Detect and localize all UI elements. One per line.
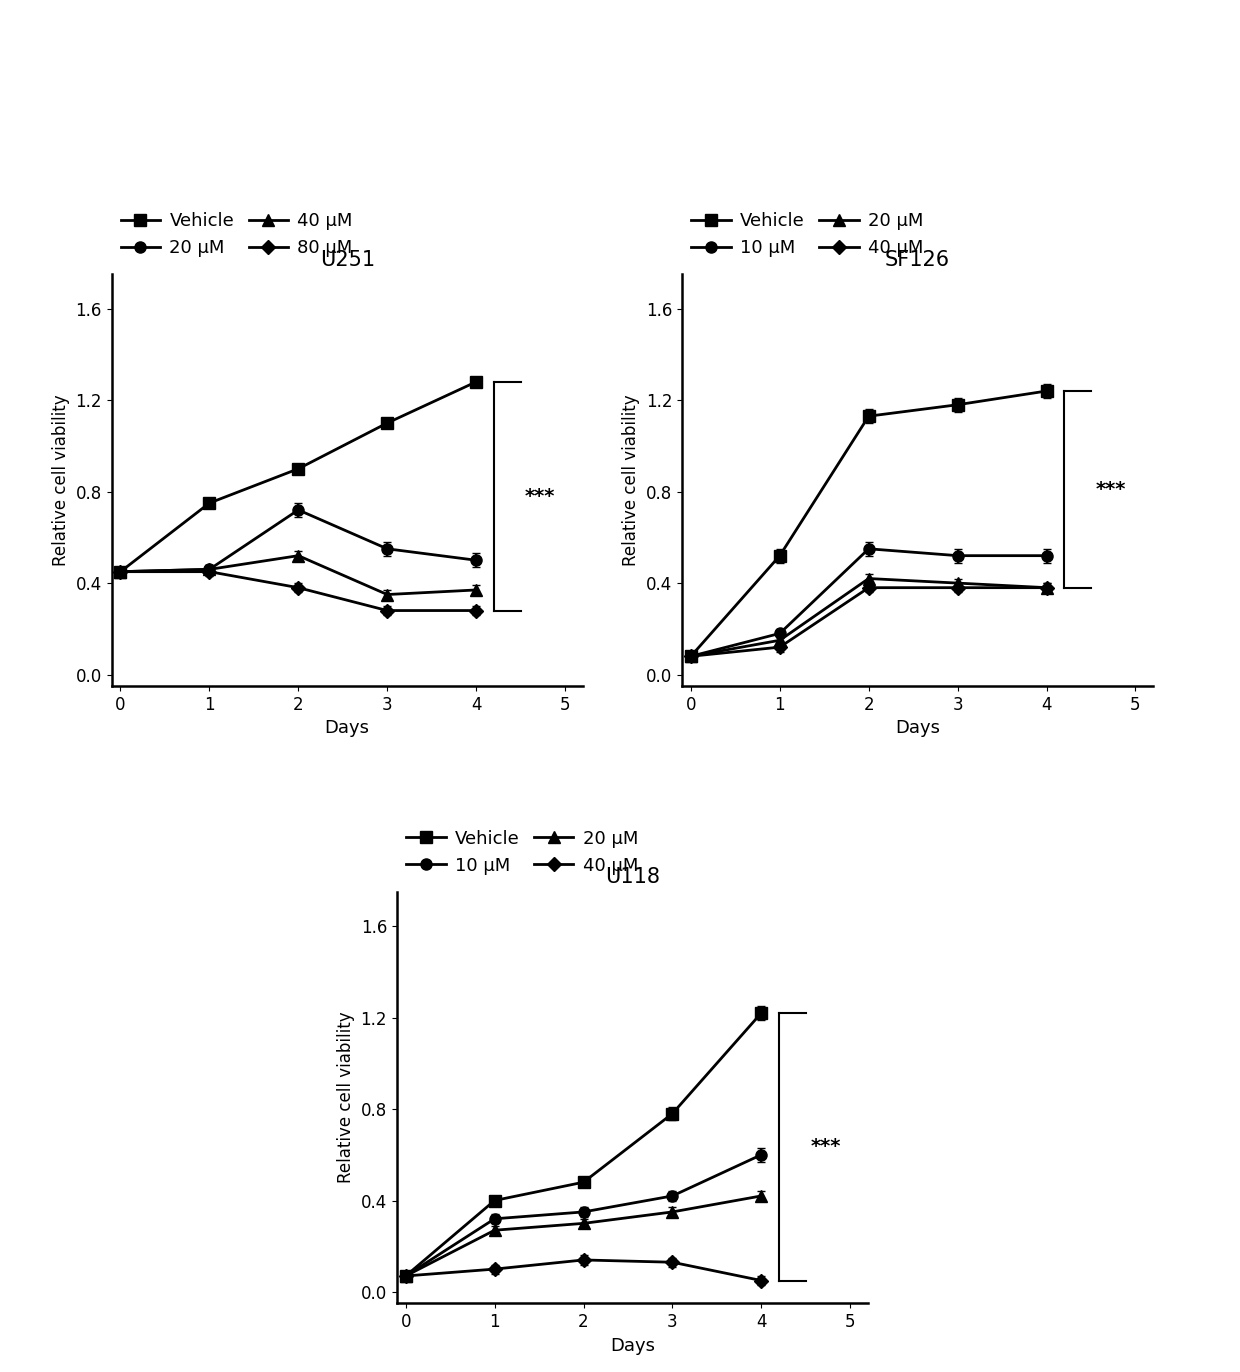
40 μM (202, 561, 217, 578)
20 μM (683, 648, 698, 664)
20 μM (487, 1222, 502, 1239)
10 μM (665, 1188, 680, 1205)
Vehicle (665, 1106, 680, 1122)
20 μM (754, 1188, 769, 1205)
Line: 80 μM: 80 μM (115, 567, 481, 616)
40 μM (487, 1261, 502, 1277)
Line: 40 μM: 40 μM (686, 583, 1052, 661)
Title: U118: U118 (605, 867, 660, 888)
10 μM (683, 648, 698, 664)
Vehicle (202, 495, 217, 512)
80 μM (113, 564, 128, 580)
80 μM (379, 602, 394, 619)
40 μM (950, 579, 965, 595)
X-axis label: Days: Days (325, 719, 370, 737)
10 μM (577, 1203, 591, 1220)
80 μM (202, 564, 217, 580)
Vehicle (754, 1004, 769, 1021)
40 μM (862, 579, 877, 595)
Line: 40 μM: 40 μM (115, 550, 481, 600)
10 μM (862, 541, 877, 557)
40 μM (754, 1272, 769, 1288)
20 μM (1039, 579, 1054, 595)
Line: 20 μM: 20 μM (115, 505, 481, 578)
Line: Vehicle: Vehicle (115, 376, 481, 578)
Vehicle (487, 1192, 502, 1209)
Vehicle (113, 564, 128, 580)
20 μM (773, 632, 787, 649)
10 μM (487, 1210, 502, 1227)
Vehicle (683, 648, 698, 664)
X-axis label: Days: Days (610, 1336, 655, 1354)
20 μM (950, 575, 965, 591)
Y-axis label: Relative cell viability: Relative cell viability (52, 394, 69, 567)
10 μM (398, 1268, 413, 1284)
Y-axis label: Relative cell viability: Relative cell viability (622, 394, 640, 567)
Text: ***: *** (810, 1137, 841, 1157)
10 μM (950, 547, 965, 564)
Title: SF126: SF126 (885, 250, 950, 270)
Line: Vehicle: Vehicle (401, 1007, 766, 1281)
40 μM (683, 648, 698, 664)
20 μM (291, 502, 306, 519)
20 μM (398, 1268, 413, 1284)
20 μM (577, 1216, 591, 1232)
Line: 10 μM: 10 μM (686, 543, 1052, 661)
40 μM (1039, 579, 1054, 595)
Line: 40 μM: 40 μM (401, 1255, 766, 1286)
Line: 10 μM: 10 μM (401, 1150, 766, 1281)
Vehicle (398, 1268, 413, 1284)
10 μM (1039, 547, 1054, 564)
Legend: Vehicle, 20 μM, 40 μM, 80 μM: Vehicle, 20 μM, 40 μM, 80 μM (120, 213, 352, 257)
20 μM (379, 541, 394, 557)
Line: 20 μM: 20 μM (401, 1191, 766, 1281)
Vehicle (862, 407, 877, 424)
10 μM (773, 626, 787, 642)
20 μM (862, 571, 877, 587)
Legend: Vehicle, 10 μM, 20 μM, 40 μM: Vehicle, 10 μM, 20 μM, 40 μM (691, 213, 923, 257)
40 μM (577, 1251, 591, 1268)
10 μM (754, 1147, 769, 1163)
Vehicle (1039, 383, 1054, 399)
40 μM (291, 547, 306, 564)
20 μM (113, 564, 128, 580)
40 μM (379, 586, 394, 602)
20 μM (469, 552, 484, 568)
40 μM (665, 1254, 680, 1270)
Line: 20 μM: 20 μM (686, 573, 1052, 661)
Legend: Vehicle, 10 μM, 20 μM, 40 μM: Vehicle, 10 μM, 20 μM, 40 μM (405, 830, 637, 874)
Text: ***: *** (1095, 480, 1126, 499)
Vehicle (773, 547, 787, 564)
Vehicle (469, 373, 484, 390)
Line: Vehicle: Vehicle (686, 386, 1052, 661)
Vehicle (577, 1174, 591, 1191)
40 μM (773, 639, 787, 656)
X-axis label: Days: Days (895, 719, 940, 737)
20 μM (665, 1203, 680, 1220)
80 μM (291, 579, 306, 595)
40 μM (398, 1268, 413, 1284)
Vehicle (950, 397, 965, 413)
40 μM (469, 582, 484, 598)
80 μM (469, 602, 484, 619)
Title: U251: U251 (320, 250, 374, 270)
20 μM (202, 561, 217, 578)
Text: ***: *** (525, 487, 556, 506)
40 μM (113, 564, 128, 580)
Vehicle (291, 461, 306, 477)
Y-axis label: Relative cell viability: Relative cell viability (337, 1011, 355, 1184)
Vehicle (379, 414, 394, 431)
